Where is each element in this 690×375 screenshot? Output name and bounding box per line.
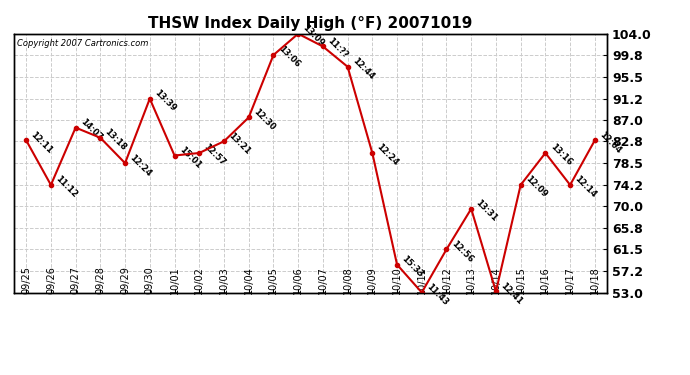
Text: 12:56: 12:56 — [449, 239, 475, 264]
Text: 12:57: 12:57 — [202, 142, 227, 168]
Text: 13:31: 13:31 — [474, 198, 499, 223]
Text: 11:12: 11:12 — [54, 174, 79, 200]
Text: 12:14: 12:14 — [573, 174, 598, 200]
Text: Copyright 2007 Cartronics.com: Copyright 2007 Cartronics.com — [17, 39, 148, 48]
Text: 12:09: 12:09 — [524, 174, 549, 200]
Text: 15:33: 15:33 — [400, 254, 425, 279]
Text: 13:06: 13:06 — [276, 45, 302, 70]
Text: 12:04: 12:04 — [598, 130, 623, 155]
Text: 12:30: 12:30 — [251, 107, 277, 132]
Text: 13:16: 13:16 — [548, 142, 573, 168]
Text: 12:11: 12:11 — [29, 130, 55, 155]
Text: 12:24: 12:24 — [128, 153, 153, 178]
Text: 13:09: 13:09 — [301, 23, 326, 48]
Text: 12:44: 12:44 — [351, 56, 376, 82]
Title: THSW Index Daily High (°F) 20071019: THSW Index Daily High (°F) 20071019 — [148, 16, 473, 31]
Text: 13:39: 13:39 — [152, 88, 177, 113]
Text: 11:43: 11:43 — [424, 282, 450, 307]
Text: 14:07: 14:07 — [79, 117, 103, 142]
Text: 12:24: 12:24 — [375, 142, 400, 168]
Text: 13:21: 13:21 — [227, 131, 252, 156]
Text: 13:18: 13:18 — [103, 127, 128, 152]
Text: 12:41: 12:41 — [499, 281, 524, 306]
Text: 15:01: 15:01 — [177, 145, 203, 170]
Text: 11:??: 11:?? — [326, 36, 349, 60]
